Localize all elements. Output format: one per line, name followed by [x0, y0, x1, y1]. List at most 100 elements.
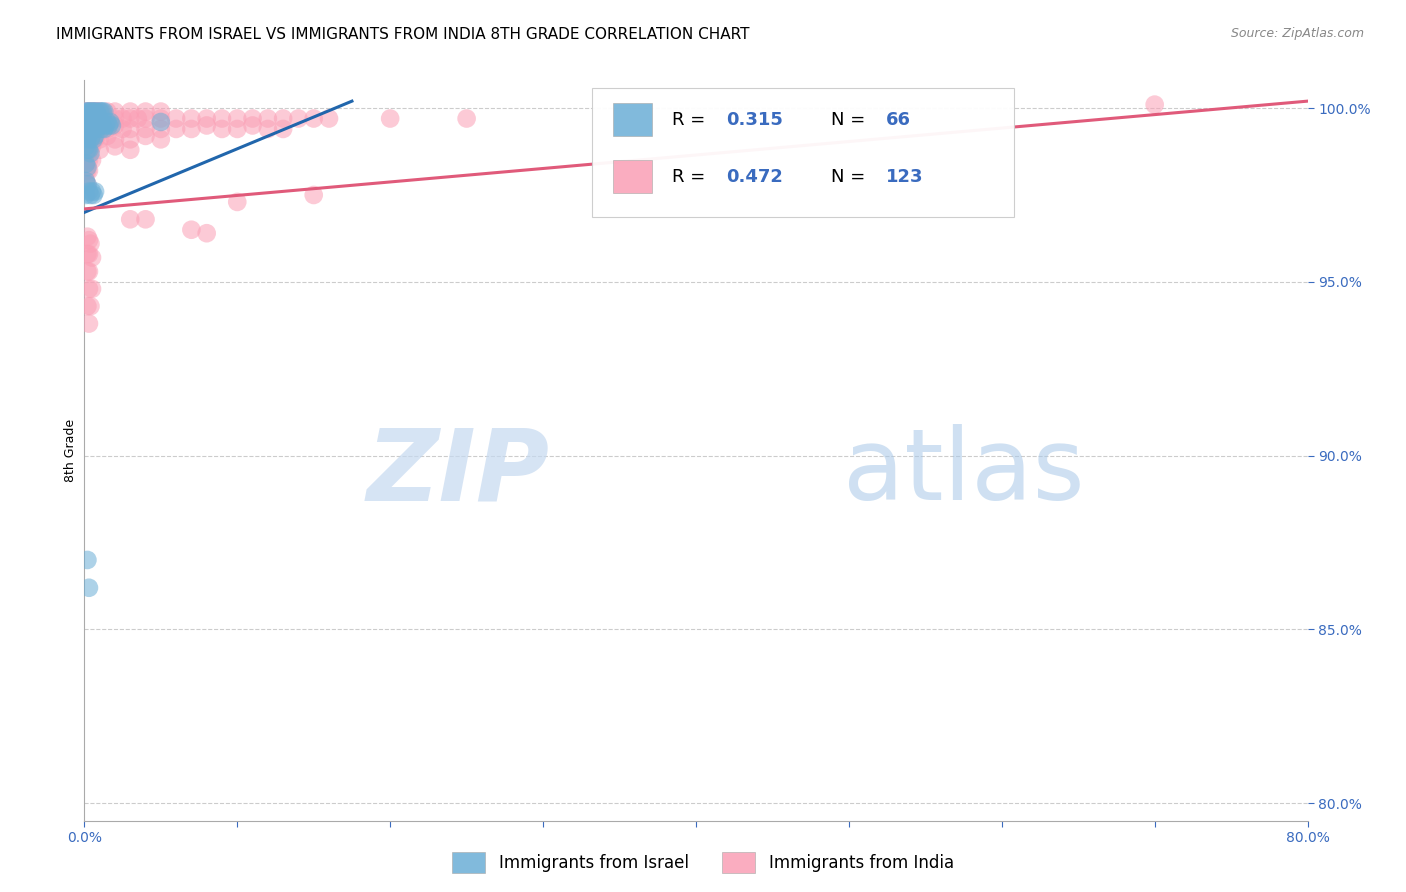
- Point: [86, 104, 108, 119]
- Point: [165, 122, 187, 136]
- Point: [287, 112, 309, 126]
- Legend: Immigrants from Israel, Immigrants from India: Immigrants from Israel, Immigrants from …: [446, 846, 960, 880]
- Point: [80, 112, 103, 126]
- Point: [79, 122, 101, 136]
- Point: [77, 581, 100, 595]
- Point: [76, 264, 98, 278]
- Point: [77, 143, 100, 157]
- Point: [149, 104, 172, 119]
- Point: [226, 122, 249, 136]
- Point: [77, 233, 100, 247]
- Text: 66: 66: [886, 111, 911, 128]
- Point: [77, 282, 100, 296]
- Point: [83, 119, 105, 133]
- Point: [96, 122, 118, 136]
- Point: [271, 112, 294, 126]
- Point: [104, 119, 127, 133]
- Point: [77, 317, 100, 331]
- Point: [83, 122, 105, 136]
- Point: [84, 104, 107, 119]
- Point: [80, 139, 103, 153]
- Point: [77, 139, 100, 153]
- Point: [84, 104, 107, 119]
- Text: N =: N =: [831, 168, 870, 186]
- Point: [127, 112, 149, 126]
- Text: ZIP: ZIP: [366, 425, 550, 521]
- Point: [149, 115, 172, 129]
- Point: [180, 223, 202, 237]
- Point: [76, 299, 98, 313]
- Point: [75, 119, 97, 133]
- Point: [104, 112, 127, 126]
- Point: [86, 122, 108, 136]
- Point: [75, 174, 97, 188]
- Point: [83, 112, 105, 126]
- Text: 0.472: 0.472: [727, 168, 783, 186]
- Point: [302, 112, 325, 126]
- Point: [75, 139, 97, 153]
- FancyBboxPatch shape: [613, 160, 652, 194]
- Point: [111, 112, 134, 126]
- Point: [76, 143, 98, 157]
- Point: [75, 128, 97, 143]
- Point: [76, 247, 98, 261]
- Point: [87, 104, 110, 119]
- Point: [77, 115, 100, 129]
- Point: [76, 104, 98, 119]
- Point: [80, 104, 103, 119]
- Point: [80, 115, 103, 129]
- Point: [96, 112, 118, 126]
- Point: [180, 112, 202, 126]
- Point: [271, 122, 294, 136]
- Point: [456, 112, 478, 126]
- Point: [75, 125, 97, 139]
- Point: [76, 115, 98, 129]
- Point: [211, 112, 233, 126]
- Point: [83, 108, 105, 122]
- Point: [80, 282, 103, 296]
- Point: [75, 112, 97, 126]
- Point: [79, 188, 101, 202]
- Point: [120, 143, 142, 157]
- Point: [302, 188, 325, 202]
- Point: [86, 119, 108, 133]
- Point: [79, 112, 101, 126]
- Point: [226, 112, 249, 126]
- Point: [77, 112, 100, 126]
- Point: [89, 143, 111, 157]
- Point: [149, 132, 172, 146]
- Point: [75, 157, 97, 171]
- Point: [83, 104, 105, 119]
- Point: [195, 119, 218, 133]
- Point: [87, 122, 110, 136]
- Point: [84, 185, 107, 199]
- Point: [83, 104, 105, 119]
- Point: [76, 153, 98, 168]
- Point: [98, 115, 121, 129]
- Point: [135, 122, 157, 136]
- Point: [89, 132, 111, 146]
- Point: [83, 128, 105, 143]
- FancyBboxPatch shape: [592, 87, 1014, 218]
- Point: [79, 112, 101, 126]
- Point: [84, 132, 107, 146]
- Point: [86, 128, 108, 143]
- Point: [89, 104, 111, 119]
- Point: [76, 128, 98, 143]
- Point: [80, 112, 103, 126]
- Point: [93, 122, 115, 136]
- Point: [75, 188, 97, 202]
- Text: atlas: atlas: [842, 425, 1084, 521]
- Point: [242, 112, 264, 126]
- Point: [180, 122, 202, 136]
- Point: [101, 119, 124, 133]
- Point: [149, 122, 172, 136]
- Point: [96, 104, 118, 119]
- Point: [75, 104, 97, 119]
- Point: [89, 104, 111, 119]
- Point: [80, 104, 103, 119]
- Point: [104, 132, 127, 146]
- Point: [76, 128, 98, 143]
- Point: [90, 104, 112, 119]
- Text: N =: N =: [831, 111, 870, 128]
